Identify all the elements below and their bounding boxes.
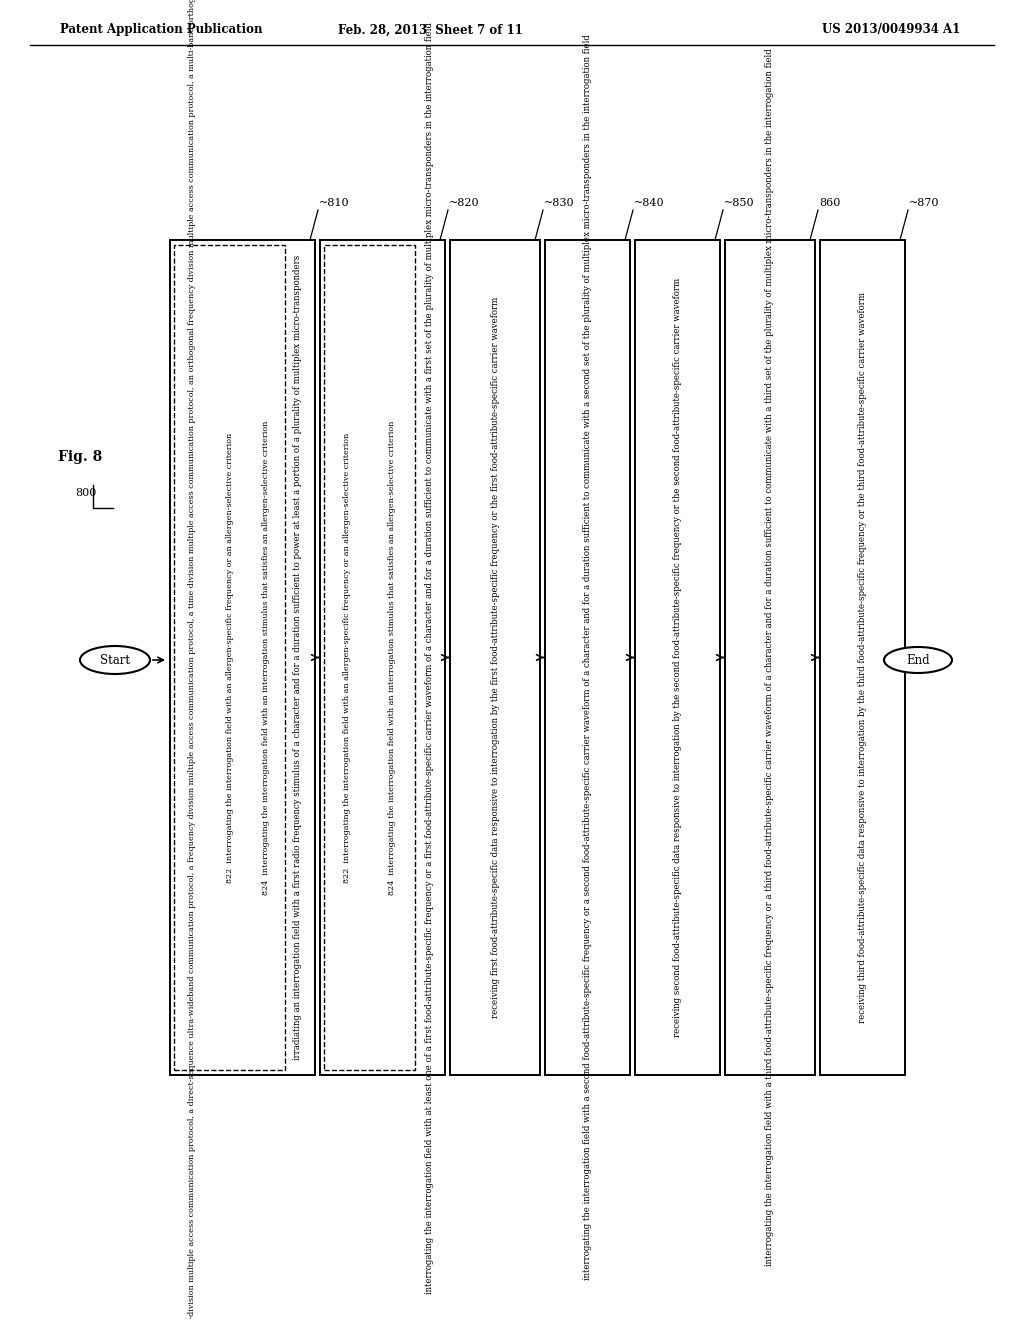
Text: Start: Start xyxy=(100,653,130,667)
Bar xyxy=(545,240,630,1074)
Bar xyxy=(725,240,815,1074)
Text: ~810: ~810 xyxy=(319,198,349,209)
Text: receiving second food-attribute-specific data responsive to interrogation by the: receiving second food-attribute-specific… xyxy=(673,279,682,1038)
Ellipse shape xyxy=(80,645,150,675)
Bar xyxy=(820,240,905,1074)
Ellipse shape xyxy=(884,647,952,673)
Bar xyxy=(635,240,720,1074)
Bar xyxy=(324,246,415,1071)
Bar xyxy=(174,246,285,1071)
Text: Patent Application Publication: Patent Application Publication xyxy=(60,24,262,37)
Text: irradiating an interrogation field with a first radio frequency stimulus of a ch: irradiating an interrogation field with … xyxy=(293,255,302,1060)
Text: interrogating the interrogation field with a second food-attribute-specific freq: interrogating the interrogation field wi… xyxy=(583,34,592,1280)
Text: Feb. 28, 2013  Sheet 7 of 11: Feb. 28, 2013 Sheet 7 of 11 xyxy=(338,24,522,37)
Text: receiving first food-attribute-specific data responsive to interrogation by the : receiving first food-attribute-specific … xyxy=(490,297,500,1018)
Text: 800: 800 xyxy=(75,488,96,498)
Text: 822  interrogating the interrogation field with an allergen-specific frequency o: 822 interrogating the interrogation fiel… xyxy=(343,433,351,883)
Text: receiving third food-attribute-specific data responsive to interrogation by the : receiving third food-attribute-specific … xyxy=(858,292,867,1023)
Text: 824  interrogating the interrogation field with an interrogation stimulus that s: 824 interrogating the interrogation fiel… xyxy=(262,420,270,895)
Bar xyxy=(170,240,315,1074)
Text: ~870: ~870 xyxy=(909,198,939,209)
Bar xyxy=(319,240,445,1074)
Text: ~840: ~840 xyxy=(634,198,665,209)
Text: ~820: ~820 xyxy=(449,198,479,209)
Text: 824  interrogating the interrogation field with an interrogation stimulus that s: 824 interrogating the interrogation fiel… xyxy=(388,420,396,895)
Text: ~850: ~850 xyxy=(724,198,755,209)
Text: 812  irradiating the interrogation field with an electromagnetic energy stimulus: 812 irradiating the interrogation field … xyxy=(188,0,197,1320)
Text: US 2013/0049934 A1: US 2013/0049934 A1 xyxy=(821,24,961,37)
Text: interrogating the interrogation field with a third food-attribute-specific frequ: interrogating the interrogation field wi… xyxy=(766,49,774,1266)
Text: interrogating the interrogation field with at least one of a first food-attribut: interrogating the interrogation field wi… xyxy=(426,21,434,1294)
Text: 822  interrogating the interrogation field with an allergen-specific frequency o: 822 interrogating the interrogation fiel… xyxy=(225,433,233,883)
Bar xyxy=(450,240,540,1074)
Text: End: End xyxy=(906,653,930,667)
Text: 860: 860 xyxy=(819,198,841,209)
Text: Fig. 8: Fig. 8 xyxy=(58,450,102,465)
Text: ~830: ~830 xyxy=(544,198,574,209)
